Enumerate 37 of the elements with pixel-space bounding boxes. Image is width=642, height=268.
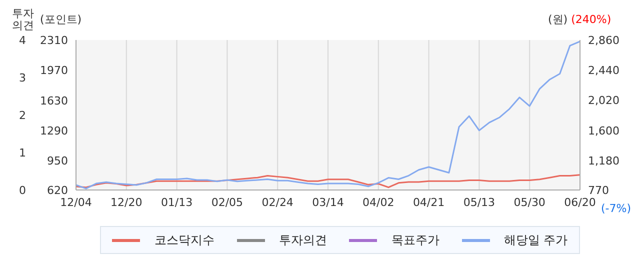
- x-tick-label: 02/24: [262, 196, 294, 209]
- text: (240%): [571, 13, 612, 26]
- x-tick-label: 03/14: [312, 196, 344, 209]
- x-tick-label: 05/13: [463, 196, 496, 209]
- x-tick-label: 04/21: [412, 196, 445, 209]
- x-tick-label: 12/20: [110, 196, 142, 209]
- y3-tick-label: 4: [19, 34, 26, 47]
- y3-axis-title: 투자 의견: [12, 7, 34, 32]
- y3-tick-label: 3: [19, 71, 26, 84]
- y-tick-label: 620: [47, 184, 68, 197]
- y-tick-label: 1970: [40, 64, 68, 78]
- y-tick-label: 1630: [40, 94, 68, 108]
- y2-axis-title: (원): [548, 13, 568, 26]
- y-axis-title: (포인트): [40, 12, 82, 27]
- y2-tick-label: 1,600: [588, 124, 620, 138]
- y-tick-label: 2310: [40, 34, 68, 47]
- legend-label: 해당일 주가: [502, 232, 568, 248]
- y2-tick-label: 1,180: [588, 154, 620, 168]
- x-tick-label: 12/04: [60, 196, 92, 209]
- y3-tick-label: 2: [19, 108, 26, 122]
- y2-tick-label: 770: [588, 184, 609, 197]
- x-tick-label: 05/30: [514, 196, 546, 209]
- x-tick-label: 01/13: [160, 196, 193, 209]
- y2-tick-label: 2,020: [588, 94, 620, 108]
- x-tick-label: 02/05: [211, 196, 244, 209]
- legend-label: 코스닥지수: [153, 232, 214, 248]
- legend-label: 투자의견: [278, 232, 327, 248]
- y2-tick-label: 2,440: [588, 64, 620, 78]
- x-tick-label: 04/02: [362, 196, 394, 209]
- y3-tick-label: 1: [19, 146, 26, 160]
- legend-label: 목표주가: [390, 232, 440, 248]
- x-tick-label: 06/20: [564, 196, 596, 209]
- y-tick-label: 950: [47, 154, 68, 168]
- y3-tick-label: 0: [19, 184, 26, 197]
- text: (-7%): [601, 202, 632, 215]
- y2-tick-label: 2,860: [588, 34, 620, 47]
- y-tick-label: 1290: [40, 124, 68, 138]
